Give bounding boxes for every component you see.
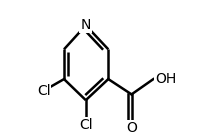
Text: N: N <box>80 18 91 32</box>
Text: O: O <box>125 121 136 135</box>
Text: Cl: Cl <box>79 118 92 132</box>
Text: Cl: Cl <box>37 84 50 98</box>
Text: OH: OH <box>154 72 175 86</box>
